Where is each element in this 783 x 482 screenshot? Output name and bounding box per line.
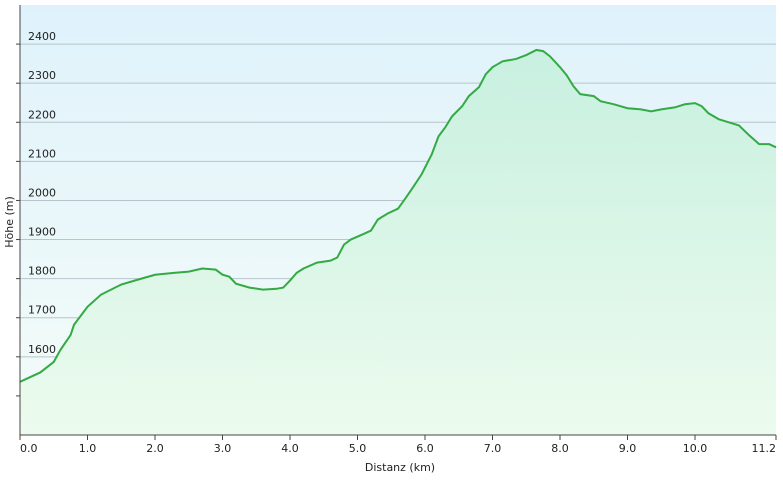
x-tick-label: 3.0 (214, 442, 232, 455)
x-tick-label: 1.0 (79, 442, 97, 455)
x-tick-label: 5.0 (349, 442, 367, 455)
x-tick-label: 6.0 (416, 442, 434, 455)
y-tick-label: 2300 (28, 69, 56, 82)
y-tick-label: 1800 (28, 265, 56, 278)
y-tick-label: 1600 (28, 343, 56, 356)
area-fill (20, 49, 776, 436)
x-tick-label: 0.0 (20, 442, 38, 455)
line (19, 48, 777, 383)
x-tick-label: 9.0 (619, 442, 637, 455)
x-tick-label: 7.0 (484, 442, 502, 455)
y-axis-label: Höhe (m) (3, 196, 16, 248)
x-tick-label: 2.0 (146, 442, 164, 455)
x-tick-label: 8.0 (551, 442, 569, 455)
y-tick-label: 2200 (28, 108, 56, 121)
x-tick-label: 11.2 (752, 442, 777, 455)
x-axis-label: Distanz (km) (365, 461, 435, 474)
x-tick-label: 10.0 (683, 442, 708, 455)
y-tick-label: 2100 (28, 147, 56, 160)
y-tick-label: 2000 (28, 186, 56, 199)
y-tick-label: 2400 (28, 30, 56, 43)
y-tick-label: 1700 (28, 304, 56, 317)
x-tick-label: 4.0 (281, 442, 299, 455)
y-tick-label: 1900 (28, 226, 56, 239)
